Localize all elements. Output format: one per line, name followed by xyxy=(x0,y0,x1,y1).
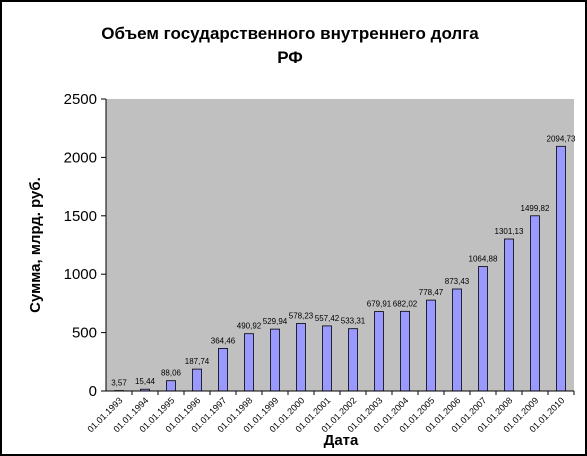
bar-01.01.1998 xyxy=(244,333,254,392)
data-label-01.01.1995: 88,06 xyxy=(161,369,182,378)
x-axis-label: Дата xyxy=(324,432,359,449)
bar-01.01.1997 xyxy=(218,347,228,392)
data-label-01.01.2008: 1301,13 xyxy=(495,227,524,236)
data-label-01.01.1998: 490,92 xyxy=(237,322,262,331)
bar-01.01.2006 xyxy=(452,288,462,392)
plot-area xyxy=(106,99,574,391)
y-tick-label: 2000 xyxy=(64,149,97,166)
bars-group xyxy=(114,145,566,392)
data-label-01.01.2007: 1064,88 xyxy=(469,255,498,264)
y-tick-label: 2500 xyxy=(64,91,97,108)
bar-01.01.2002 xyxy=(348,328,358,392)
chart-title-line1: Объем государственного внутреннего долга xyxy=(101,24,479,43)
data-label-01.01.1993: 3,57 xyxy=(111,379,127,388)
y-axis-label: Сумма, млрд. руб. xyxy=(27,177,44,313)
bar-01.01.2009 xyxy=(530,215,540,392)
data-label-01.01.2006: 873,43 xyxy=(445,277,470,286)
data-label-01.01.2005: 778,47 xyxy=(419,288,444,297)
bar-01.01.2003 xyxy=(374,311,384,392)
data-label-01.01.2000: 578,23 xyxy=(289,312,314,321)
data-label-01.01.2004: 682,02 xyxy=(393,299,418,308)
bar-01.01.1996 xyxy=(192,368,202,392)
bar-01.01.2008 xyxy=(504,238,514,392)
y-tick-label: 1500 xyxy=(64,208,97,225)
data-label-01.01.2001: 557,42 xyxy=(315,314,340,323)
data-label-01.01.2003: 679,91 xyxy=(367,300,392,309)
bar-01.01.2001 xyxy=(322,325,332,392)
data-label-01.01.1994: 15,44 xyxy=(135,377,156,386)
y-tick-label: 1000 xyxy=(64,266,97,283)
data-label-01.01.2010: 2094,73 xyxy=(547,134,576,143)
bar-01.01.1995 xyxy=(166,380,176,392)
bar-01.01.2007 xyxy=(478,266,488,392)
bar-01.01.2004 xyxy=(400,310,410,392)
y-ticks-group: 0 500 1000 1500 2000 2500 xyxy=(64,91,106,400)
data-label-01.01.1996: 187,74 xyxy=(185,357,210,366)
y-tick-label: 500 xyxy=(72,325,97,342)
data-label-01.01.2009: 1499,82 xyxy=(521,204,550,213)
chart-title-line2: РФ xyxy=(277,48,303,67)
y-tick-label: 0 xyxy=(89,383,97,400)
data-label-01.01.1999: 529,94 xyxy=(263,317,288,326)
bar-01.01.2005 xyxy=(426,299,436,392)
bar-01.01.2000 xyxy=(296,323,306,392)
x-ticks-group: 01.01.199301.01.199401.01.199501.01.1996… xyxy=(85,391,575,434)
bar-01.01.1999 xyxy=(270,328,280,392)
data-label-01.01.1997: 364,46 xyxy=(211,336,236,345)
bar-01.01.2010 xyxy=(556,145,566,392)
data-label-01.01.2002: 533,31 xyxy=(341,317,366,326)
